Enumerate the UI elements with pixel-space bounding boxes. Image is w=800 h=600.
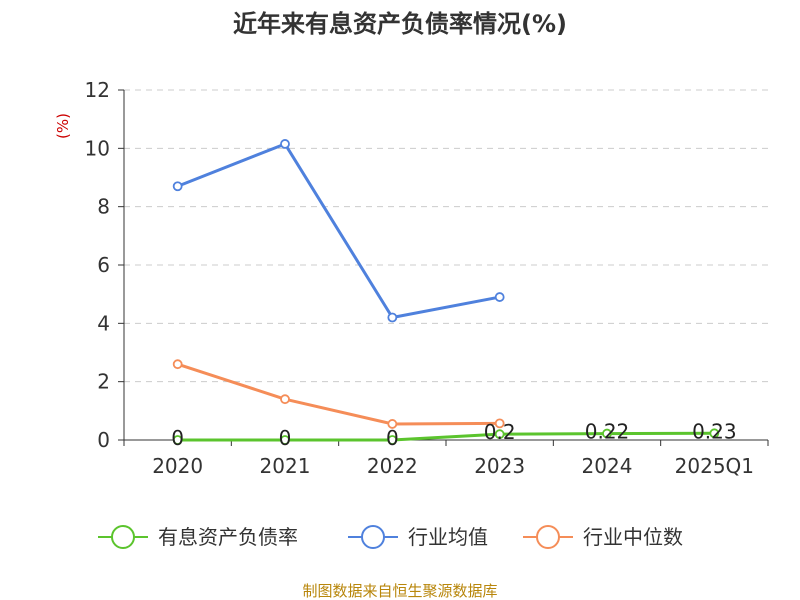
series-point: [709, 428, 720, 439]
series-point: [280, 139, 290, 149]
legend-label: 有息资产负债率: [158, 525, 298, 549]
y-tick-label: 4: [97, 311, 110, 335]
legend-marker-icon: [536, 525, 560, 549]
series-point: [387, 435, 398, 445]
data-label: 0: [386, 426, 399, 450]
y-axis-unit-label: (%): [54, 113, 72, 139]
axes: 0 2 4 6 8 10 12 2020 2021 2022 2023 2024 2025Q1: [85, 78, 769, 478]
series-point: [387, 419, 398, 429]
y-tick-label: 0: [97, 428, 110, 452]
legend-label: 行业中位数: [583, 525, 683, 549]
y-tick-label: 6: [97, 253, 110, 277]
x-tick-label: 2020: [152, 454, 203, 478]
x-tick-label: 2022: [367, 454, 418, 478]
y-tick-label: 12: [85, 78, 110, 102]
series-line: [176, 142, 502, 319]
series-line: [176, 362, 502, 426]
series-point: [172, 435, 183, 445]
y-tick-label: 10: [85, 136, 110, 160]
source-note: 制图数据来自恒生聚源数据库: [302, 582, 497, 600]
series-point: [494, 429, 505, 440]
data-labels: 0 0 0 0.2 0.22 0.23: [171, 419, 736, 450]
series-point: [280, 435, 290, 445]
y-tick-label: 8: [97, 195, 110, 219]
chart-title: 近年来有息资产负债率情况(%): [233, 10, 567, 38]
grid: [124, 89, 768, 383]
x-tick-label: 2021: [260, 454, 311, 478]
legend-marker-icon: [111, 525, 135, 549]
legend: 有息资产负债率 行业均值 行业中位数: [98, 525, 683, 549]
series-point: [387, 312, 398, 323]
x-tick-label: 2024: [582, 454, 633, 478]
data-label: 0: [171, 426, 184, 450]
x-tick-label: 2025Q1: [675, 454, 754, 478]
y-tick-label: 2: [97, 370, 110, 394]
legend-label: 行业均值: [408, 525, 488, 549]
series-point: [280, 394, 290, 405]
series-layer: [172, 139, 720, 445]
legend-marker-icon: [361, 525, 385, 549]
x-tick-label: 2023: [474, 454, 525, 478]
data-label: 0.2: [484, 420, 516, 444]
series-point: [494, 292, 505, 302]
series-point: [172, 359, 183, 370]
series-point: [172, 181, 183, 192]
data-label: 0.23: [692, 419, 737, 443]
data-label: 0: [279, 426, 292, 450]
series-line: [176, 431, 716, 442]
series-point: [602, 428, 612, 439]
series-point: [494, 418, 505, 429]
data-label: 0.22: [585, 420, 630, 444]
